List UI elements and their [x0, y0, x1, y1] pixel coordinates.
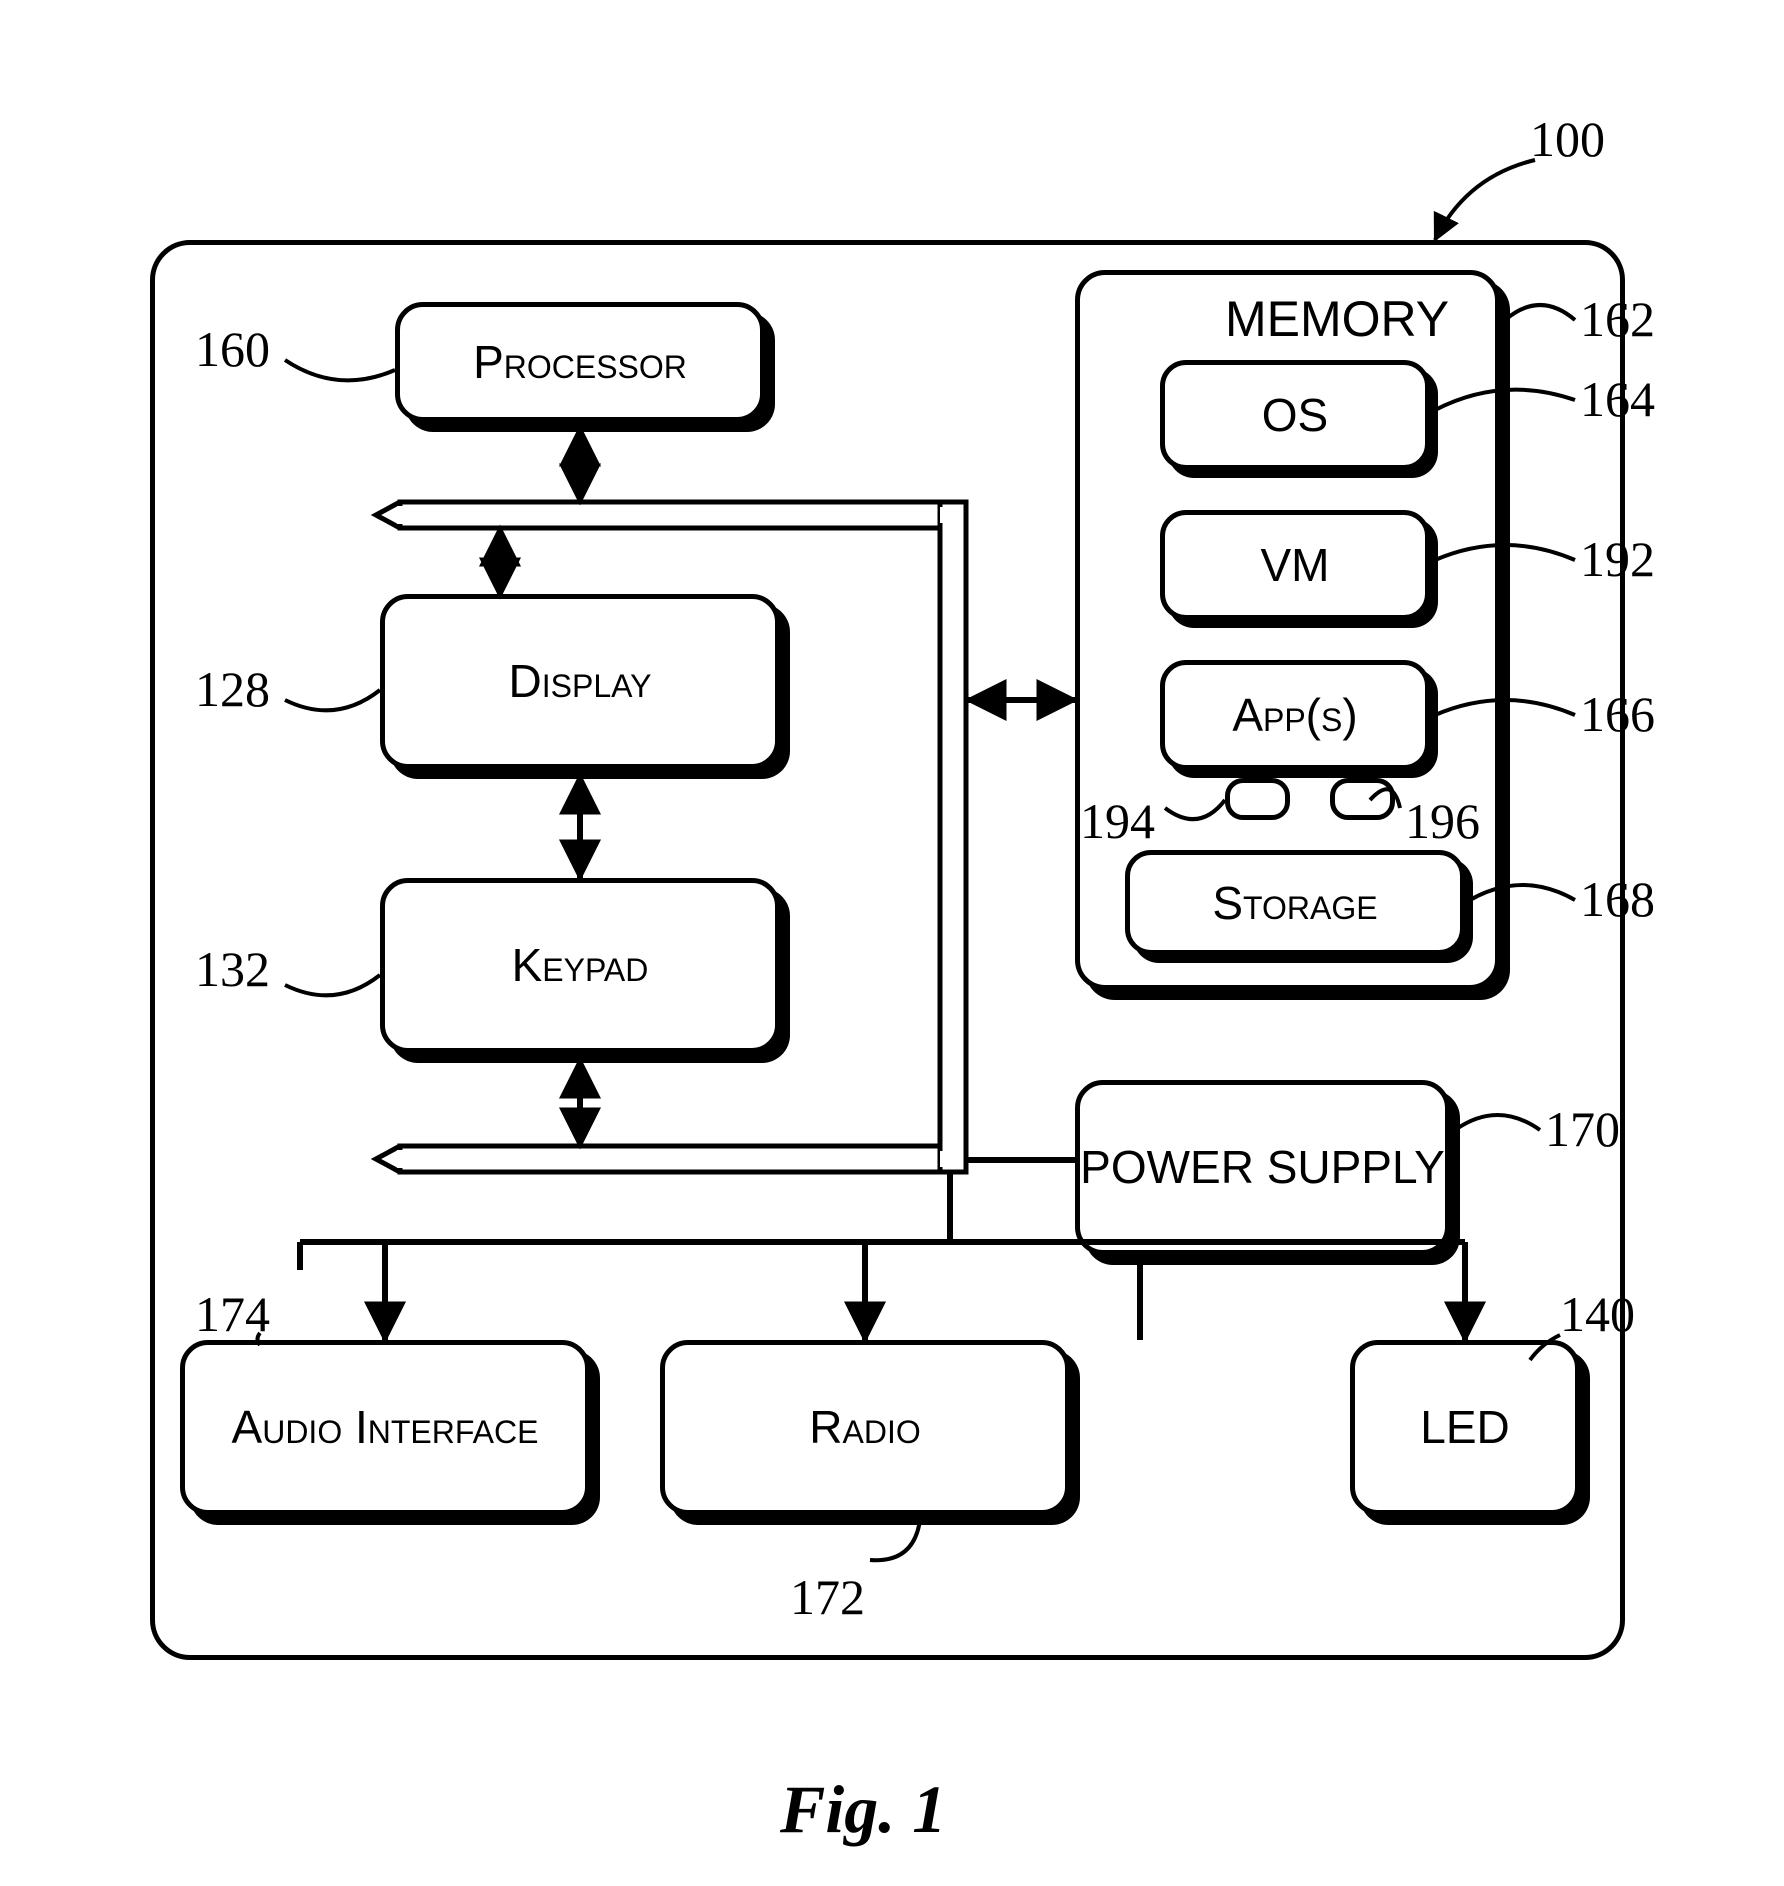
ref-166: 166 [1580, 685, 1655, 743]
display-block: Display [380, 594, 780, 769]
ref-164: 164 [1580, 370, 1655, 428]
apps-label: App(s) [1232, 688, 1357, 742]
apps-sub-right [1330, 778, 1395, 820]
ref-196: 196 [1405, 792, 1480, 850]
keypad-block: Keypad [380, 878, 780, 1053]
radio-block: Radio [660, 1340, 1070, 1515]
ref-194: 194 [1080, 792, 1155, 850]
ref-160: 160 [195, 320, 270, 378]
ref-162: 162 [1580, 290, 1655, 348]
memory-title: MEMORY [1225, 290, 1449, 348]
led-block: LED [1350, 1340, 1580, 1515]
led-label: LED [1420, 1401, 1509, 1454]
os-block: OS [1160, 360, 1430, 470]
apps-block: App(s) [1160, 660, 1430, 770]
ref-172: 172 [790, 1568, 865, 1626]
apps-sub-left [1225, 778, 1290, 820]
ref-132: 132 [195, 940, 270, 998]
ref-168: 168 [1580, 870, 1655, 928]
processor-block: Processor [395, 302, 765, 422]
os-label: OS [1262, 388, 1328, 442]
ref-192: 192 [1580, 530, 1655, 588]
processor-label: Processor [473, 336, 687, 389]
vm-block: VM [1160, 510, 1430, 620]
display-label: Display [509, 655, 652, 708]
diagram-canvas: Processor Display Keypad Audio Interface… [0, 0, 1784, 1886]
storage-label: Storage [1212, 876, 1377, 930]
audio-interface-label: Audio Interface [232, 1401, 539, 1454]
power-supply-label: POWER SUPPLY [1080, 1141, 1445, 1194]
ref-174: 174 [195, 1285, 270, 1343]
vm-label: VM [1261, 538, 1330, 592]
audio-interface-block: Audio Interface [180, 1340, 590, 1515]
ref-170: 170 [1545, 1100, 1620, 1158]
ref-140: 140 [1560, 1285, 1635, 1343]
keypad-label: Keypad [512, 939, 649, 992]
ref-128: 128 [195, 660, 270, 718]
storage-block: Storage [1125, 850, 1465, 955]
radio-label: Radio [809, 1401, 920, 1454]
figure-caption: Fig. 1 [780, 1770, 946, 1849]
power-supply-block: POWER SUPPLY [1075, 1080, 1450, 1255]
ref-100: 100 [1530, 110, 1605, 168]
